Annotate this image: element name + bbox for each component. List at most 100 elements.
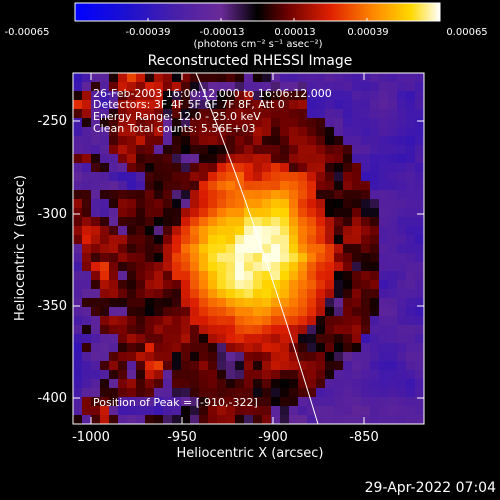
heatmap-cell [379,181,388,190]
heatmap-cell [91,163,100,172]
heatmap-cell [172,325,181,334]
heatmap-cell [154,217,163,226]
heatmap-cell [73,262,82,271]
heatmap-cell [91,226,100,235]
heatmap-cell [118,145,127,154]
heatmap-cell [145,100,154,109]
heatmap-cell [181,334,190,343]
heatmap-cell [289,154,298,163]
heatmap-cell [154,190,163,199]
heatmap-cell [289,325,298,334]
heatmap-cell [91,217,100,226]
heatmap-cell [217,388,226,397]
heatmap-cell [181,217,190,226]
heatmap-cell [154,334,163,343]
heatmap-cell [361,82,370,91]
heatmap-cell [370,271,379,280]
heatmap-cell [208,379,217,388]
heatmap-cell [271,397,280,406]
heatmap-cell [226,109,235,118]
heatmap-cell [226,118,235,127]
heatmap-cell [91,244,100,253]
heatmap-cell [271,82,280,91]
heatmap-cell [307,343,316,352]
heatmap-cell [352,91,361,100]
heatmap-cell [307,208,316,217]
heatmap-cell [181,190,190,199]
heatmap-cell [343,235,352,244]
heatmap-cell [361,361,370,370]
heatmap-cell [73,235,82,244]
heatmap-cell [370,235,379,244]
heatmap-cell [388,415,397,424]
heatmap-cell [145,352,154,361]
heatmap-cell [190,226,199,235]
heatmap-cell [379,361,388,370]
heatmap-cell [235,298,244,307]
heatmap-cell [190,325,199,334]
heatmap-cell [280,82,289,91]
heatmap-cell [406,244,415,253]
heatmap-cell [271,370,280,379]
heatmap-image [73,73,424,424]
heatmap-cell [181,118,190,127]
heatmap-cell [298,136,307,145]
heatmap-cell [253,109,262,118]
heatmap-cell [82,316,91,325]
heatmap-cell [190,181,199,190]
heatmap-cell [316,280,325,289]
heatmap-cell [379,82,388,91]
heatmap-cell [163,118,172,127]
heatmap-cell [415,91,424,100]
heatmap-cell [325,136,334,145]
heatmap-cell [289,73,298,82]
heatmap-cell [253,118,262,127]
heatmap-cell [253,91,262,100]
heatmap-cell [397,379,406,388]
heatmap-cell [208,253,217,262]
heatmap-cell [127,298,136,307]
heatmap-cell [415,154,424,163]
heatmap-cell [307,253,316,262]
heatmap-cell [361,208,370,217]
heatmap-cell [280,280,289,289]
heatmap-cell [334,352,343,361]
heatmap-cell [289,406,298,415]
heatmap-cell [253,325,262,334]
heatmap-cell [127,235,136,244]
x-axis-label: Heliocentric X (arcsec) [176,446,324,461]
heatmap-cell [91,370,100,379]
heatmap-cell [280,262,289,271]
heatmap-cell [181,298,190,307]
heatmap-cell [361,226,370,235]
heatmap-cell [370,253,379,262]
heatmap-cell [100,262,109,271]
heatmap-cell [217,244,226,253]
heatmap-cell [226,145,235,154]
heatmap-cell [271,199,280,208]
heatmap-cell [334,343,343,352]
heatmap-cell [262,217,271,226]
heatmap-cell [388,397,397,406]
heatmap-cell [154,415,163,424]
heatmap-cell [253,397,262,406]
heatmap-cell [127,244,136,253]
heatmap-cell [82,397,91,406]
heatmap-cell [352,316,361,325]
heatmap-cell [82,118,91,127]
heatmap-cell [262,343,271,352]
x-tick-label: -900 [258,430,288,445]
heatmap-cell [154,154,163,163]
heatmap-cell [379,154,388,163]
heatmap-cell [244,343,253,352]
heatmap-cell [208,172,217,181]
heatmap-cell [73,361,82,370]
heatmap-cell [118,181,127,190]
heatmap-cell [307,73,316,82]
heatmap-cell [172,82,181,91]
heatmap-cell [271,244,280,253]
heatmap-cell [289,109,298,118]
heatmap-cell [163,145,172,154]
heatmap-cell [388,343,397,352]
heatmap-cell [190,244,199,253]
